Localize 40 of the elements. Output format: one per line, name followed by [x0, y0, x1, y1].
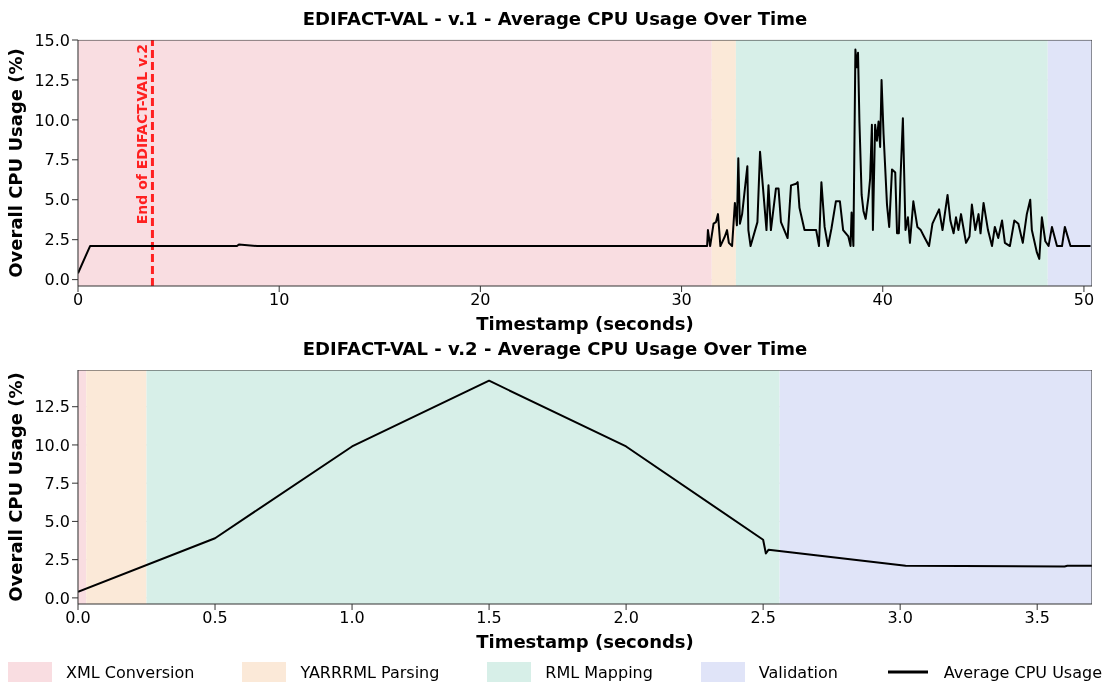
- y-tick-label: 12.5: [34, 397, 70, 417]
- x-tick-label: 2.0: [613, 608, 639, 628]
- y-axis-title: Overall CPU Usage (%): [5, 372, 27, 602]
- y-tick-label: 0.0: [44, 270, 70, 290]
- chart-title: EDIFACT-VAL - v.1 - Average CPU Usage Over Time: [301, 8, 809, 30]
- ref-line-label: End of EDIFACT-VAL v.2: [134, 44, 151, 225]
- y-tick-label: 5.0: [44, 512, 70, 532]
- y-tick-label: 15.0: [34, 30, 70, 50]
- x-tick-label: 0: [72, 290, 84, 310]
- chart-title: EDIFACT-VAL - v.2 - Average CPU Usage Over Time: [301, 338, 809, 360]
- x-tick-label: 10: [269, 290, 290, 310]
- x-axis-title: Timestamp (seconds): [476, 313, 694, 334]
- legend-label: XML Conversion: [66, 662, 195, 682]
- y-tick-label: 2.5: [44, 230, 70, 250]
- x-tick-label: 0.5: [202, 608, 228, 628]
- x-tick-label: 0.0: [65, 608, 91, 628]
- x-tick-label: 30: [671, 290, 692, 310]
- y-axis-title: Overall CPU Usage (%): [5, 48, 27, 278]
- y-tick-label: 12.5: [34, 70, 70, 90]
- x-tick-label: 3.5: [1024, 608, 1050, 628]
- y-tick-label: 10.0: [34, 110, 70, 130]
- x-tick-label: 1.0: [339, 608, 365, 628]
- y-tick-label: 7.5: [44, 150, 70, 170]
- x-tick-label: 50: [1073, 290, 1095, 310]
- y-tick-label: 7.5: [44, 473, 70, 493]
- legend-label: YARRRML Parsing: [300, 662, 440, 682]
- x-tick-label: 3.0: [887, 608, 913, 628]
- x-tick-label: 40: [872, 290, 893, 310]
- y-tick-label: 2.5: [44, 550, 70, 570]
- y-tick-label: 0.0: [44, 588, 70, 608]
- legend-label: Average CPU Usage: [943, 662, 1102, 682]
- x-tick-label: 2.5: [750, 608, 776, 628]
- y-tick-label: 5.0: [44, 190, 70, 210]
- x-tick-label: 1.5: [476, 608, 502, 628]
- legend-label: RML Mapping: [545, 662, 653, 682]
- x-tick-label: 20: [470, 290, 491, 310]
- line-series: [78, 379, 1092, 593]
- y-tick-label: 10.0: [34, 435, 70, 455]
- legend-label: Validation: [758, 662, 838, 682]
- x-axis-title: Timestamp (seconds): [476, 631, 694, 652]
